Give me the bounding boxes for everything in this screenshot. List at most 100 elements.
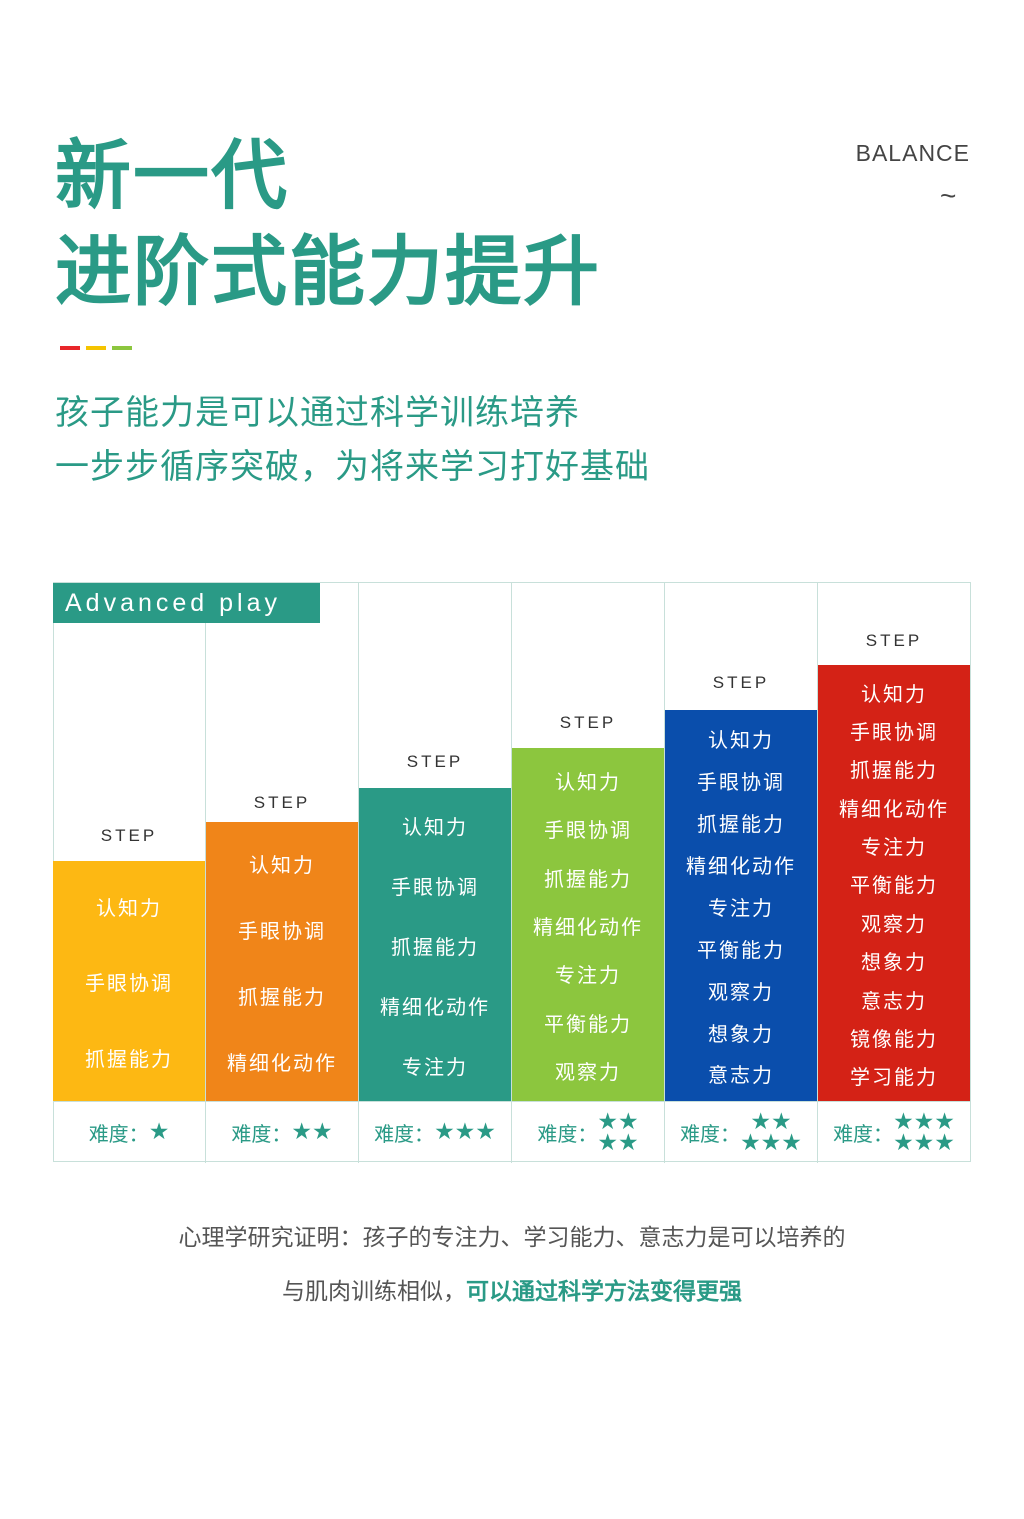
subtitle-line-1: 孩子能力是可以通过科学训练培养 <box>55 393 580 433</box>
star-row: ★★ <box>750 1108 792 1135</box>
skill-item: 手眼协调 <box>850 720 938 745</box>
footer-line-1: 心理学研究证明：孩子的专注力、学习能力、意志力是可以培养的 <box>178 1225 846 1251</box>
footer-line-2: 与肌肉训练相似，可以通过科学方法变得更强 <box>0 1272 1024 1306</box>
step-label: STEP <box>406 752 464 771</box>
footer-line-2-highlight: 可以通过科学方法变得更强 <box>466 1279 742 1305</box>
skill-item: 精细化动作 <box>380 994 490 1019</box>
skill-item: 平衡能力 <box>697 937 785 962</box>
difficulty-cell: 难度： ★★ ★★ <box>512 1101 665 1163</box>
star-icon: ★★★ ★★★ <box>893 1108 955 1156</box>
difficulty-label: 难度： <box>231 1122 292 1146</box>
difficulty-cell: 难度： ★★ <box>206 1101 359 1163</box>
difficulty-label: 难度： <box>537 1122 598 1146</box>
star-row: ★★ <box>597 1129 639 1156</box>
step-column-4: STEP 认知力手眼协调抓握能力精细化动作专注力平衡能力观察力 <box>512 583 665 1101</box>
skill-item: 手眼协调 <box>85 971 173 996</box>
skill-item: 认知力 <box>861 681 927 706</box>
subtitle: 孩子能力是可以通过科学训练培养 一步步循序突破，为将来学习打好基础 <box>55 386 650 494</box>
skill-item: 镜像能力 <box>850 1026 938 1051</box>
skill-item: 观察力 <box>555 1060 621 1085</box>
skill-item: 抓握能力 <box>391 934 479 959</box>
skill-item: 认知力 <box>249 852 315 877</box>
skill-block: 认知力手眼协调抓握能力精细化动作专注力平衡能力观察力想象力意志力 <box>665 710 817 1101</box>
skill-block: 认知力手眼协调抓握能力精细化动作 <box>206 822 358 1101</box>
skill-item: 精细化动作 <box>227 1051 337 1076</box>
step-label: STEP <box>100 826 158 845</box>
skill-item: 学习能力 <box>850 1065 938 1090</box>
star-row: ★ <box>148 1119 170 1145</box>
title-line-1: 新一代 <box>55 131 289 220</box>
skill-item: 专注力 <box>402 1054 468 1079</box>
star-icon: ★★★ <box>434 1119 496 1145</box>
difficulty-cell: 难度： ★ <box>53 1101 206 1163</box>
difficulty-cell: 难度： ★★★ ★★★ <box>818 1101 970 1163</box>
skill-item: 意志力 <box>708 1063 774 1088</box>
skill-item: 认知力 <box>402 815 468 840</box>
step-column-6: STEP 认知力手眼协调抓握能力精细化动作专注力平衡能力观察力想象力意志力镜像能力… <box>818 583 970 1101</box>
skill-item: 观察力 <box>708 979 774 1004</box>
difficulty-label: 难度： <box>680 1122 741 1146</box>
tilde-mark: ~ <box>940 180 957 211</box>
step-label: STEP <box>865 631 923 650</box>
difficulty-cell: 难度： ★★ ★★★ <box>665 1101 818 1163</box>
skill-item: 平衡能力 <box>850 873 938 898</box>
skill-block: 认知力手眼协调抓握能力 <box>53 861 205 1101</box>
skill-item: 认知力 <box>555 769 621 794</box>
skill-item: 认知力 <box>96 896 162 921</box>
step-column-1: STEP 认知力手眼协调抓握能力 <box>53 583 206 1101</box>
skill-item: 抓握能力 <box>238 985 326 1010</box>
subtitle-line-2: 一步步循序突破，为将来学习打好基础 <box>55 447 650 487</box>
step-label: STEP <box>253 793 311 812</box>
skill-item: 精细化动作 <box>686 854 796 879</box>
skill-block: 认知力手眼协调抓握能力精细化动作专注力 <box>359 788 511 1101</box>
star-icon: ★★ ★★ <box>597 1108 639 1156</box>
skill-item: 观察力 <box>861 911 927 936</box>
star-icon: ★★ ★★★ <box>740 1108 802 1156</box>
skill-item: 平衡能力 <box>544 1011 632 1036</box>
skill-item: 手眼协调 <box>697 770 785 795</box>
footer-line-2-plain: 与肌肉训练相似， <box>282 1279 466 1305</box>
star-row: ★★★ <box>893 1129 955 1156</box>
difficulty-label: 难度： <box>833 1122 894 1146</box>
advanced-play-badge: Advanced play <box>53 583 320 623</box>
skill-block: 认知力手眼协调抓握能力精细化动作专注力平衡能力观察力想象力意志力镜像能力学习能力 <box>818 665 970 1101</box>
skill-item: 认知力 <box>708 728 774 753</box>
difficulty-label: 难度： <box>374 1122 435 1146</box>
accent-dash-green <box>112 346 132 350</box>
skill-item: 手眼协调 <box>544 818 632 843</box>
step-column-5: STEP 认知力手眼协调抓握能力精细化动作专注力平衡能力观察力想象力意志力 <box>665 583 818 1101</box>
skill-block: 认知力手眼协调抓握能力精细化动作专注力平衡能力观察力 <box>512 748 664 1101</box>
skill-item: 精细化动作 <box>839 796 949 821</box>
skill-item: 专注力 <box>708 895 774 920</box>
star-icon: ★★ <box>291 1119 333 1145</box>
step-label: STEP <box>712 673 770 692</box>
skill-item: 精细化动作 <box>533 914 643 939</box>
step-column-2: STEP 认知力手眼协调抓握能力精细化动作 <box>206 583 359 1101</box>
skill-item: 抓握能力 <box>697 812 785 837</box>
accent-dash-yellow <box>86 346 106 350</box>
skill-item: 想象力 <box>708 1021 774 1046</box>
step-label: STEP <box>559 713 617 732</box>
skill-item: 抓握能力 <box>85 1046 173 1071</box>
star-row: ★★ <box>291 1119 333 1145</box>
page-title: 新一代 进阶式能力提升 <box>55 128 601 320</box>
skill-item: 想象力 <box>861 950 927 975</box>
skill-item: 手眼协调 <box>238 918 326 943</box>
title-line-2: 进阶式能力提升 <box>55 227 601 316</box>
difficulty-label: 难度： <box>88 1122 149 1146</box>
skill-item: 手眼协调 <box>391 875 479 900</box>
star-row: ★★★ <box>893 1108 955 1135</box>
star-row: ★★ <box>597 1108 639 1135</box>
step-column-3: STEP 认知力手眼协调抓握能力精细化动作专注力 <box>359 583 512 1101</box>
star-row: ★★★ <box>740 1129 802 1156</box>
accent-dash-red <box>60 346 80 350</box>
skill-item: 专注力 <box>555 963 621 988</box>
star-row: ★★★ <box>434 1119 496 1145</box>
skill-item: 抓握能力 <box>544 866 632 891</box>
skill-item: 抓握能力 <box>850 758 938 783</box>
difficulty-cell: 难度： ★★★ <box>359 1101 512 1163</box>
skill-item: 专注力 <box>861 835 927 860</box>
skill-item: 意志力 <box>861 988 927 1013</box>
balance-label: BALANCE <box>855 140 970 166</box>
star-icon: ★ <box>148 1119 170 1145</box>
